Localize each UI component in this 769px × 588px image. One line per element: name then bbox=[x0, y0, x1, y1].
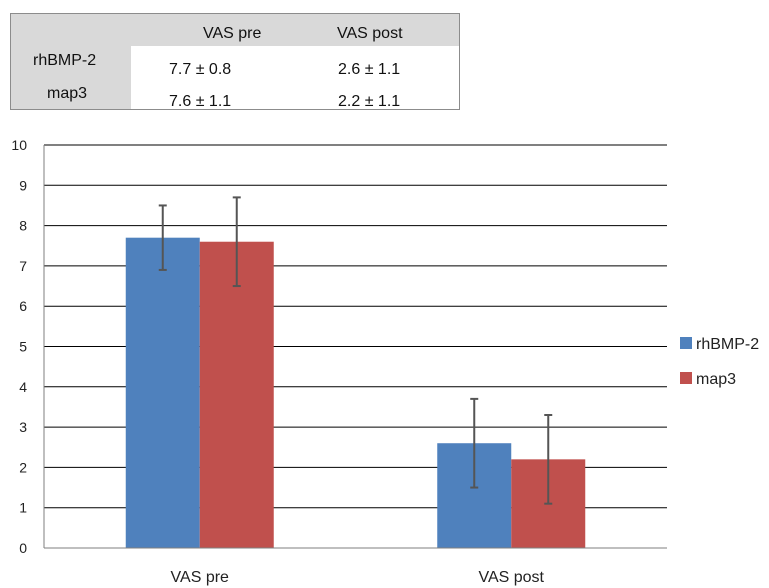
y-tick-label-9: 9 bbox=[19, 177, 27, 193]
table-cell-rhbmp2-post: 2.6 ± 1.1 bbox=[338, 61, 401, 78]
table-cell-map3-post: 2.2 ± 1.1 bbox=[338, 93, 401, 110]
y-tick-label-7: 7 bbox=[19, 258, 27, 274]
y-tick-label-1: 1 bbox=[19, 500, 27, 516]
legend-swatch-rhbmp-2 bbox=[680, 337, 692, 349]
y-tick-label-8: 8 bbox=[19, 218, 27, 234]
row-label-rhbmp2: rhBMP-2 bbox=[33, 52, 97, 69]
y-tick-label-10: 10 bbox=[11, 137, 27, 153]
bars bbox=[125, 237, 586, 548]
y-tick-label-5: 5 bbox=[19, 339, 27, 355]
x-tick-label-vas-pre: VAS pre bbox=[171, 569, 230, 586]
legend-label-rhbmp-2: rhBMP-2 bbox=[696, 336, 759, 353]
y-tick-label-3: 3 bbox=[19, 419, 27, 435]
axes: 0 1 2 3 4 5 6 7 8 9 10 VAS pre VAS post bbox=[11, 137, 667, 586]
bar-rhbmp-2-vas-pre bbox=[125, 237, 200, 548]
y-tick-label-4: 4 bbox=[19, 379, 27, 395]
label-column-shade bbox=[11, 14, 131, 109]
table-cell-map3-pre: 7.6 ± 1.1 bbox=[169, 93, 232, 110]
bar-chart: 0 1 2 3 4 5 6 7 8 9 10 VAS pre VAS post rhBMP-2 map3 bbox=[11, 137, 759, 586]
x-tick-label-vas-post: VAS post bbox=[478, 569, 544, 586]
row-label-map3: map3 bbox=[47, 85, 88, 102]
y-tick-label-6: 6 bbox=[19, 298, 27, 314]
y-tick-label-0: 0 bbox=[19, 540, 27, 556]
legend-label-map3: map3 bbox=[696, 371, 736, 388]
column-header-vas-pre: VAS pre bbox=[203, 25, 262, 42]
legend: rhBMP-2 map3 bbox=[680, 336, 759, 388]
error-bars bbox=[158, 196, 553, 505]
bar-map3-vas-pre bbox=[199, 241, 274, 548]
y-tick-label-2: 2 bbox=[19, 459, 27, 475]
legend-swatch-map3 bbox=[680, 372, 692, 384]
column-header-vas-post: VAS post bbox=[337, 25, 403, 42]
table-cell-rhbmp2-pre: 7.7 ± 0.8 bbox=[169, 61, 232, 78]
summary-table: VAS pre VAS post rhBMP-2 map3 7.7 ± 0.8 … bbox=[10, 13, 460, 110]
